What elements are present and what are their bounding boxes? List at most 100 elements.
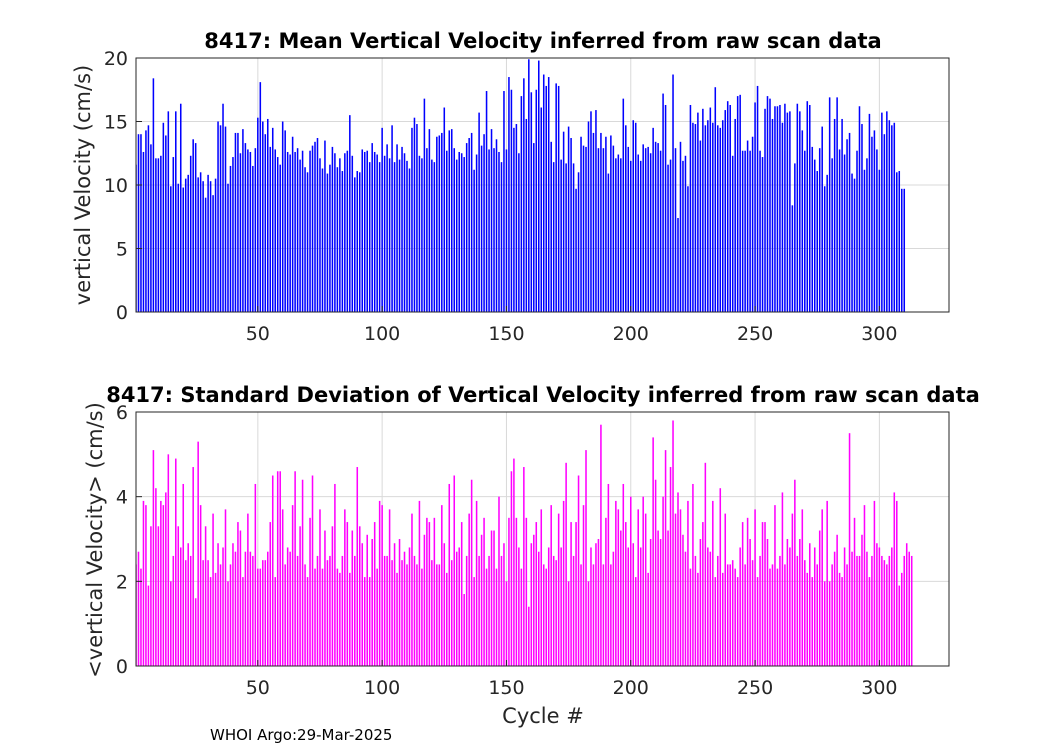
bar-cycle-33	[214, 572, 217, 666]
bar-cycle-92	[361, 543, 364, 666]
bar-cycle-213	[662, 496, 664, 666]
bar-cycle-125	[443, 107, 446, 312]
bar-cycle-62	[286, 547, 289, 666]
bar-cycle-306	[893, 122, 896, 313]
bar-cycle-217	[672, 74, 674, 312]
bar-cycle-138	[475, 500, 478, 666]
bar-cycle-309	[900, 188, 903, 312]
bar-cycle-167	[547, 77, 550, 312]
bar-cycle-296	[868, 577, 871, 666]
bar-cycle-155	[518, 153, 520, 312]
bar-cycle-134	[465, 143, 468, 312]
bar-cycle-294	[863, 505, 866, 666]
bar-cycle-52	[262, 121, 264, 312]
bar-cycle-183	[587, 581, 590, 666]
bar-cycle-74	[316, 138, 319, 312]
bar-cycle-303	[886, 111, 888, 312]
bar-cycle-283	[836, 97, 838, 313]
bar-cycle-236	[719, 488, 722, 666]
bar-cycle-180	[580, 136, 582, 312]
bar-cycle-234	[714, 87, 717, 313]
bar-cycle-119	[428, 522, 431, 666]
bar-cycle-59	[279, 471, 281, 666]
bar-cycle-123	[438, 135, 441, 312]
bar-cycle-250	[754, 509, 756, 666]
bar-cycle-179	[577, 475, 580, 666]
bar-cycle-94	[366, 534, 368, 666]
bar-cycle-187	[597, 539, 600, 666]
bar-cycle-63	[289, 551, 291, 666]
bar-cycle-229	[702, 522, 704, 666]
bar-cycle-79	[329, 164, 331, 312]
bar-cycle-105	[393, 543, 396, 666]
bar-cycle-178	[575, 522, 577, 666]
bar-cycle-3	[140, 568, 142, 666]
std-chart-axes-box	[135, 411, 950, 667]
bar-cycle-136	[470, 132, 473, 312]
bar-cycle-253	[761, 522, 764, 666]
bar-cycle-145	[493, 530, 495, 666]
y-tick-label: 5	[116, 239, 128, 261]
bar-cycle-139	[478, 112, 480, 312]
x-tick-label: 150	[488, 677, 524, 699]
bar-cycle-221	[682, 160, 684, 312]
bar-cycle-211	[657, 530, 659, 666]
bar-cycle-69	[304, 564, 306, 666]
bar-cycle-6	[147, 585, 150, 666]
bar-cycle-120	[431, 159, 433, 312]
bar-cycle-68	[301, 150, 304, 312]
bar-cycle-173	[562, 131, 565, 312]
bar-cycle-194	[615, 158, 617, 312]
bar-cycle-124	[441, 132, 443, 312]
bar-cycle-83	[339, 158, 341, 312]
bar-cycle-8	[152, 78, 155, 312]
bar-cycle-162	[535, 522, 538, 666]
bar-cycle-66	[296, 555, 299, 666]
bar-cycle-7	[150, 144, 152, 312]
bar-cycle-40	[232, 157, 234, 312]
bar-cycle-262	[784, 564, 786, 666]
y-tick-label: 2	[116, 571, 128, 593]
bar-cycle-267	[796, 103, 799, 312]
bar-cycle-273	[811, 577, 814, 666]
bar-cycle-252	[759, 150, 761, 312]
bar-cycle-126	[446, 572, 448, 666]
bar-cycle-30	[207, 560, 209, 666]
bar-cycle-59	[279, 164, 281, 312]
bar-cycle-240	[729, 104, 731, 313]
bar-cycle-75	[319, 158, 321, 312]
bar-cycle-107	[398, 159, 401, 312]
bar-cycle-9	[155, 158, 157, 312]
bar-cycle-283	[836, 534, 838, 666]
std-chart-xticks: 50 100 150 200 250 300	[246, 660, 898, 699]
bar-cycle-278	[823, 581, 826, 666]
bar-cycle-268	[799, 111, 801, 312]
bar-cycle-191	[607, 483, 610, 666]
bar-cycle-287	[846, 564, 848, 666]
bar-cycle-228	[699, 140, 702, 312]
bar-cycle-193	[612, 551, 615, 666]
bar-cycle-286	[843, 547, 846, 666]
bar-cycle-81	[334, 483, 336, 666]
bar-cycle-254	[764, 522, 766, 666]
bar-cycle-129	[453, 148, 456, 312]
bar-cycle-204	[639, 547, 642, 666]
bar-cycle-251	[756, 85, 759, 312]
bar-cycle-265	[791, 205, 794, 312]
bar-cycle-77	[324, 140, 326, 312]
bar-cycle-67	[299, 159, 301, 312]
bar-cycle-152	[510, 471, 513, 666]
bar-cycle-15	[170, 581, 172, 666]
footer-stamp: WHOI Argo:29-Mar-2025	[210, 726, 392, 744]
bar-cycle-113	[413, 555, 416, 666]
bar-cycle-193	[612, 145, 615, 312]
bar-cycle-31	[209, 577, 212, 666]
bar-cycle-47	[249, 551, 252, 666]
bar-cycle-20	[182, 187, 185, 312]
bar-cycle-28	[202, 181, 204, 312]
bar-cycle-157	[523, 467, 525, 666]
bar-cycle-249	[751, 136, 754, 312]
bar-cycle-190	[605, 136, 607, 312]
bar-cycle-202	[634, 577, 637, 666]
bar-cycle-199	[627, 547, 630, 666]
